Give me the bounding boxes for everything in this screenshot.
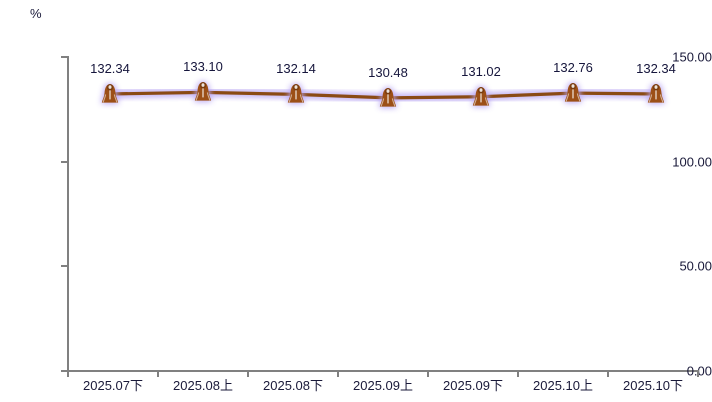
data-point-marker[interactable] [562,80,584,106]
y-axis-tick-mark [61,56,67,58]
y-axis-line [67,56,69,372]
x-axis-tick-label: 2025.10上 [533,378,593,393]
data-point-marker[interactable] [192,79,214,105]
y-axis-unit-label: % [30,6,42,21]
x-axis-tick-mark [607,370,609,377]
x-axis-tick-mark [67,370,69,377]
x-axis-tick-label: 2025.08下 [263,378,323,393]
x-axis-line [67,370,698,372]
y-axis-tick-label: 100.00 [672,154,712,170]
data-point-label: 130.48 [368,64,408,80]
x-axis-tick-mark [247,370,249,377]
y-axis-tick-label: 0.00 [686,363,712,379]
data-point-marker[interactable] [645,81,667,107]
x-axis-tick-mark [337,370,339,377]
x-axis-tick-label: 2025.08上 [173,378,233,393]
data-point-marker[interactable] [470,84,492,110]
data-point-label: 131.02 [461,63,501,79]
data-point-marker[interactable] [285,81,307,107]
data-point-marker[interactable] [377,85,399,111]
y-axis-tick-mark [61,370,67,372]
x-axis-tick-label: 2025.10下 [623,378,683,393]
y-axis-tick-mark [61,265,67,268]
x-axis-tick-mark [427,370,429,377]
y-axis-tick-label: 150.00 [672,49,712,65]
data-point-label: 133.10 [183,59,223,75]
y-axis-tick-mark [61,160,67,163]
data-point-label: 132.34 [636,60,676,76]
x-axis-tick-mark [517,370,519,377]
x-axis-tick-label: 2025.09上 [353,378,413,393]
data-point-label: 132.34 [90,60,130,76]
x-axis-tick-mark [697,370,699,377]
y-axis-tick-label: 50.00 [679,258,712,274]
data-point-label: 132.76 [553,60,593,76]
x-axis-tick-label: 2025.09下 [443,378,503,393]
x-axis-tick-label: 2025.07下 [83,378,143,393]
data-point-marker[interactable] [99,81,121,107]
x-axis-tick-mark [157,370,159,377]
data-point-label: 132.14 [276,61,316,77]
